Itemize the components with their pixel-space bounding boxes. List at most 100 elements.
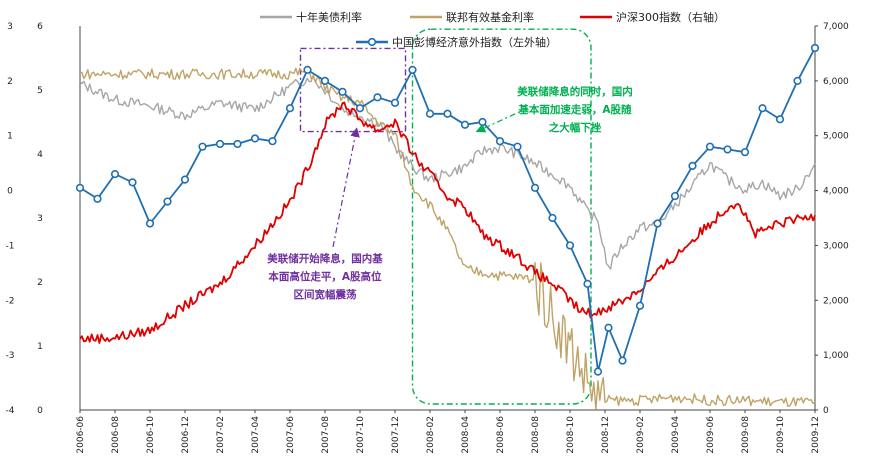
series-point bbox=[198, 142, 207, 151]
series-point bbox=[583, 279, 592, 288]
series-point bbox=[320, 76, 330, 85]
left-outer-tick-label: 0 bbox=[7, 187, 13, 197]
series-point bbox=[478, 117, 487, 127]
purple-dashed-box bbox=[299, 47, 407, 133]
x-tick-label: 2007-12 bbox=[391, 416, 401, 454]
left-outer-tick-label: -1 bbox=[6, 241, 15, 251]
series-point bbox=[723, 145, 732, 154]
series-point bbox=[163, 197, 172, 206]
series-point bbox=[758, 104, 767, 113]
right-tick-label: 2,000 bbox=[823, 296, 849, 306]
left-inner-tick-label: 2 bbox=[37, 278, 43, 288]
right-tick-label: 1,000 bbox=[823, 351, 849, 361]
series-point bbox=[530, 183, 540, 192]
series-line-2 bbox=[79, 101, 816, 344]
x-tick-label: 2009-02 bbox=[636, 416, 646, 454]
series-point bbox=[705, 142, 715, 151]
series-point bbox=[338, 87, 347, 96]
series-point bbox=[513, 142, 522, 151]
series-point bbox=[670, 191, 680, 201]
x-tick-label: 2008-10 bbox=[566, 416, 576, 454]
x-tick-label: 2009-04 bbox=[671, 416, 681, 454]
annotation-text: 本面高位走平，A股高位 bbox=[268, 270, 382, 283]
series-point bbox=[425, 109, 435, 118]
legend-swatch-marker bbox=[367, 37, 377, 47]
x-tick-label: 2009-08 bbox=[741, 416, 751, 454]
x-tick-label: 2009-12 bbox=[811, 416, 821, 454]
left-inner-tick-label: 5 bbox=[37, 86, 43, 96]
left-outer-tick-label: 2 bbox=[7, 77, 13, 87]
x-tick-label: 2009-06 bbox=[706, 416, 716, 454]
series-point bbox=[688, 161, 697, 170]
x-tick-label: 2007-06 bbox=[286, 416, 296, 454]
legend: 十年美债利率 联邦有效基金利率 沪深300指数（右轴） 中国彭博经济意外指数（左外轴） bbox=[260, 10, 725, 49]
series-point bbox=[653, 219, 662, 228]
series-line-1 bbox=[79, 65, 816, 410]
annotation-text: 美联储降息的同时，国内 bbox=[517, 85, 633, 98]
right-tick-label: 5,000 bbox=[823, 132, 849, 142]
series-point bbox=[180, 175, 190, 184]
x-tick-label: 2008-08 bbox=[531, 416, 541, 454]
annotation-text: 美联储开始降息，国内基 bbox=[267, 252, 383, 265]
annotation-arrow-green bbox=[475, 107, 529, 133]
left-outer-tick-label: -3 bbox=[6, 351, 15, 361]
series-line-0 bbox=[79, 75, 816, 270]
left-outer-tick-label: -2 bbox=[6, 296, 15, 306]
series-point bbox=[604, 323, 613, 332]
series-point bbox=[793, 76, 802, 85]
series-point bbox=[548, 213, 557, 223]
series-point bbox=[250, 134, 260, 143]
series-line-3 bbox=[79, 47, 816, 373]
annotation-text: 基本面加速走弱，A股随 bbox=[517, 103, 632, 116]
series-point bbox=[373, 93, 382, 102]
left-inner-tick-label: 1 bbox=[37, 342, 43, 352]
series-point bbox=[355, 104, 365, 113]
x-tick-label: 2006-08 bbox=[111, 416, 121, 454]
x-tick-label: 2008-12 bbox=[601, 416, 611, 454]
legend-label: 联邦有效基金利率 bbox=[446, 10, 534, 24]
right-tick-label: 7,000 bbox=[823, 22, 849, 32]
legend-label: 中国彭博经济意外指数（左外轴） bbox=[392, 35, 557, 49]
right-tick-label: 6,000 bbox=[823, 77, 849, 87]
x-tick-label: 2006-12 bbox=[181, 416, 191, 454]
series-point bbox=[75, 183, 85, 192]
series-point bbox=[565, 241, 575, 250]
x-tick-label: 2007-02 bbox=[216, 416, 226, 454]
series-point bbox=[593, 367, 603, 376]
x-tick-label: 2007-04 bbox=[251, 416, 261, 454]
left-inner-tick-label: 4 bbox=[37, 150, 43, 160]
series-point bbox=[128, 178, 137, 187]
series-point bbox=[635, 301, 645, 310]
legend-label: 十年美债利率 bbox=[296, 10, 362, 24]
series-point bbox=[408, 65, 417, 74]
series-point bbox=[443, 109, 452, 118]
x-tick-label: 2006-10 bbox=[146, 416, 156, 454]
x-tick-label: 2008-04 bbox=[461, 416, 471, 454]
right-tick-label: 4,000 bbox=[823, 187, 849, 197]
series-point bbox=[618, 356, 627, 365]
x-tick-label: 2009-10 bbox=[776, 416, 786, 454]
left-outer-tick-label: 1 bbox=[7, 132, 13, 142]
series-point bbox=[460, 120, 470, 129]
series-point bbox=[495, 137, 505, 146]
annotation-text: 之大幅下挫 bbox=[549, 121, 602, 134]
left-inner-tick-label: 0 bbox=[37, 406, 43, 416]
x-tick-label: 2007-08 bbox=[321, 416, 331, 454]
series-point bbox=[93, 194, 102, 203]
annotation-text: 区间宽幅震荡 bbox=[294, 288, 357, 301]
left-inner-tick-label: 6 bbox=[37, 22, 43, 32]
series-point bbox=[390, 98, 400, 107]
x-tick-label: 2007-10 bbox=[356, 416, 366, 454]
left-inner-tick-label: 3 bbox=[37, 214, 43, 224]
left-outer-tick-label: -4 bbox=[6, 406, 15, 416]
series-point bbox=[233, 139, 242, 149]
series-point bbox=[810, 43, 820, 53]
x-tick-label: 2006-06 bbox=[76, 416, 86, 454]
series-point bbox=[110, 170, 120, 179]
right-tick-label: 3,000 bbox=[823, 241, 849, 251]
annotation-arrow-purple bbox=[332, 127, 360, 248]
left-outer-tick-label: 3 bbox=[7, 22, 13, 32]
series-point bbox=[303, 65, 312, 74]
